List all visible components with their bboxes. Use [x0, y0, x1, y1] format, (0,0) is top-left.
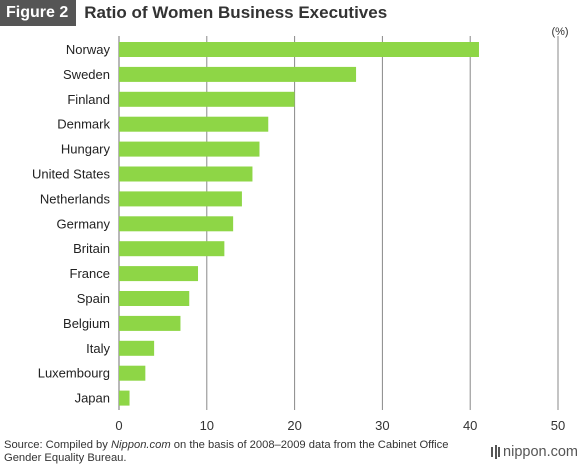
source-suffix: on the basis of 2008–2009 data from the …	[4, 439, 449, 464]
category-label-finland: Finland	[67, 92, 110, 107]
category-label-luxembourg: Luxembourg	[38, 366, 110, 381]
bar-layer	[119, 42, 479, 406]
category-label-italy: Italy	[86, 341, 110, 356]
x-tick-label-40: 40	[463, 418, 477, 433]
bar-italy	[119, 340, 155, 356]
bar-luxembourg	[119, 365, 146, 381]
source-publisher: Nippon.com	[110, 439, 171, 451]
category-label-netherlands: Netherlands	[40, 191, 111, 206]
bar-france	[119, 266, 199, 282]
bar-spain	[119, 291, 190, 306]
bar-germany	[119, 216, 234, 232]
category-label-japan: Japan	[75, 391, 110, 406]
category-label-denmark: Denmark	[57, 117, 110, 132]
category-label-belgium: Belgium	[63, 316, 110, 331]
x-tick-label-0: 0	[115, 418, 122, 433]
bar-hungary	[119, 141, 260, 157]
bar-japan	[119, 390, 130, 406]
x-tick-label-50: 50	[551, 418, 565, 433]
category-label-sweden: Sweden	[63, 67, 110, 82]
bar-denmark	[119, 116, 269, 132]
category-label-france: France	[70, 266, 110, 281]
source-note: Source: Compiled by Nippon.com on the ba…	[4, 439, 464, 465]
unit-label: (%)	[551, 26, 568, 38]
category-label-united-states: United States	[32, 167, 111, 182]
x-tick-label-20: 20	[287, 418, 301, 433]
logo-text: nippon.com	[503, 444, 578, 460]
bar-belgium	[119, 315, 181, 331]
chart-header: Figure 2 Ratio of Women Business Executi…	[0, 0, 387, 26]
x-tick-label-30: 30	[375, 418, 389, 433]
bar-united-states	[119, 166, 253, 182]
bar-finland	[119, 91, 295, 107]
bar-sweden	[119, 66, 357, 82]
category-label-britain: Britain	[73, 241, 110, 256]
x-tick-label-10: 10	[200, 418, 214, 433]
bar-norway	[119, 42, 479, 57]
category-label-germany: Germany	[57, 216, 111, 231]
bar-britain	[119, 241, 225, 257]
category-label-norway: Norway	[66, 42, 111, 57]
source-prefix: Source: Compiled by	[4, 439, 111, 451]
label-layer: 0 10 20 30 40 50 Norway Sweden Finland Denmark Hun…	[32, 42, 565, 433]
category-label-hungary: Hungary	[61, 142, 111, 157]
nippon-logo-icon	[491, 445, 501, 459]
chart-title: Ratio of Women Business Executives	[84, 3, 388, 22]
nippon-logo: nippon.com	[491, 444, 578, 460]
category-label-spain: Spain	[77, 291, 110, 306]
figure-badge: Figure 2	[0, 0, 77, 26]
bar-netherlands	[119, 191, 242, 207]
